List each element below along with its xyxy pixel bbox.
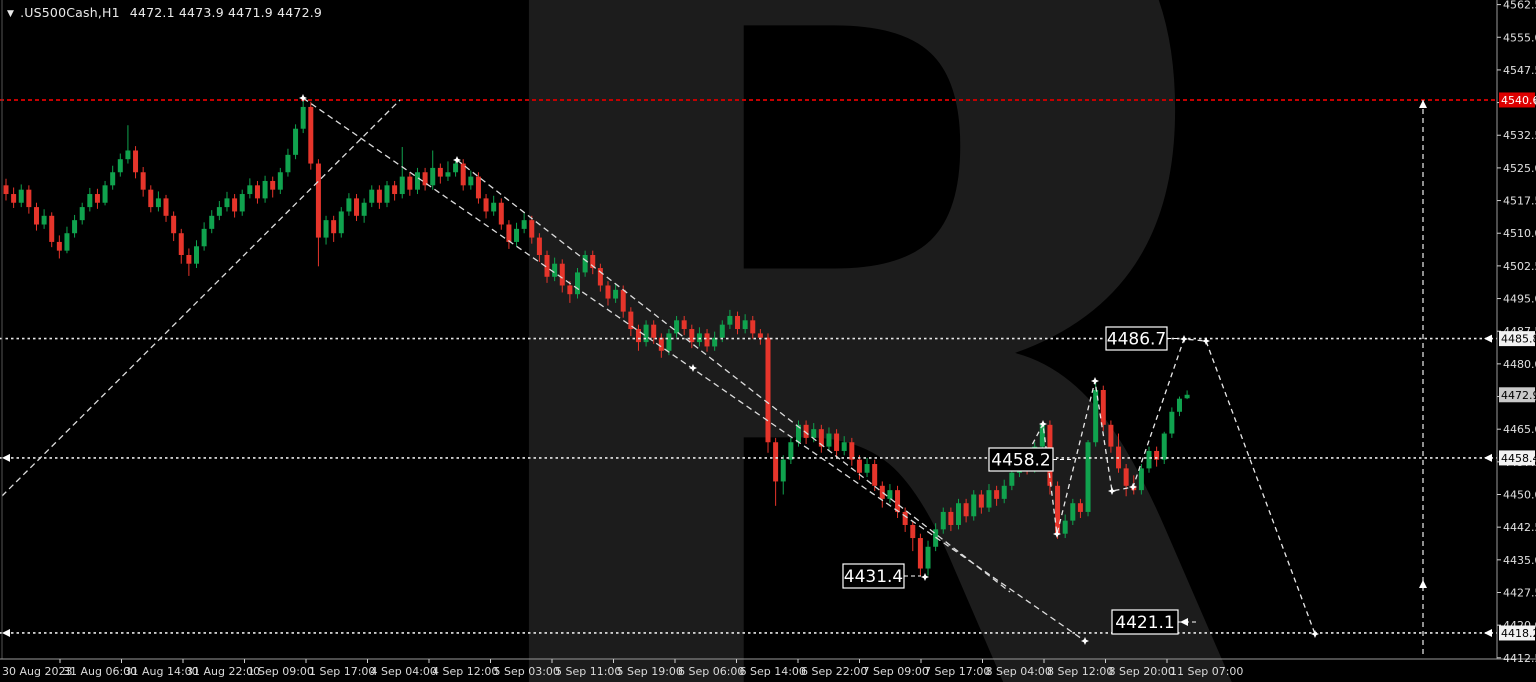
- svg-text:4458.2: 4458.2: [991, 451, 1050, 471]
- svg-text:4532.5: 4532.5: [1503, 129, 1536, 142]
- svg-text:4517.5: 4517.5: [1503, 195, 1536, 208]
- svg-text:4540.6: 4540.6: [1501, 94, 1536, 107]
- svg-text:8 Sep 04:00: 8 Sep 04:00: [986, 665, 1052, 678]
- svg-text:4427.5: 4427.5: [1503, 586, 1536, 599]
- ohlc-readout: 4472.1 4473.9 4471.9 4472.9: [129, 5, 323, 20]
- svg-text:6 Sep 06:00: 6 Sep 06:00: [678, 665, 744, 678]
- svg-text:4412.5: 4412.5: [1503, 652, 1536, 665]
- svg-text:4502.5: 4502.5: [1503, 260, 1536, 273]
- svg-text:4472.9: 4472.9: [1501, 389, 1536, 402]
- svg-text:8 Sep 20:00: 8 Sep 20:00: [1109, 665, 1175, 678]
- svg-text:4458.4: 4458.4: [1501, 452, 1536, 465]
- annotation-labels[interactable]: 4486.7 4458.2 4431.4 4421.1: [842, 326, 1196, 635]
- svg-text:4 Sep 04:00: 4 Sep 04:00: [371, 665, 437, 678]
- svg-text:4525.0: 4525.0: [1503, 162, 1536, 175]
- svg-text:4547.5: 4547.5: [1503, 64, 1536, 77]
- chart-title-bar: ▼ .US500Cash,H1 4472.1 4473.9 4471.9 4472.…: [7, 5, 322, 20]
- symbol-period-label: .US500Cash,H1: [20, 5, 120, 20]
- svg-text:4486.7: 4486.7: [1107, 330, 1166, 350]
- svg-text:31 Aug 06:00: 31 Aug 06:00: [63, 665, 137, 678]
- svg-text:4431.4: 4431.4: [844, 567, 903, 587]
- svg-text:31 Aug 22:00: 31 Aug 22:00: [186, 665, 260, 678]
- svg-text:4435.0: 4435.0: [1503, 554, 1536, 567]
- svg-text:4562.5: 4562.5: [1503, 0, 1536, 12]
- svg-text:4555.0: 4555.0: [1503, 31, 1536, 44]
- svg-text:1 Sep 17:00: 1 Sep 17:00: [309, 665, 375, 678]
- svg-text:4485.8: 4485.8: [1501, 333, 1536, 346]
- svg-text:31 Aug 14:00: 31 Aug 14:00: [125, 665, 199, 678]
- svg-text:30 Aug 2023: 30 Aug 2023: [2, 665, 72, 678]
- svg-text:5 Sep 03:00: 5 Sep 03:00: [494, 665, 560, 678]
- svg-text:6 Sep 14:00: 6 Sep 14:00: [740, 665, 806, 678]
- svg-text:4421.1: 4421.1: [1115, 613, 1174, 633]
- symbol-dropdown-icon[interactable]: ▼: [7, 9, 15, 19]
- svg-text:8 Sep 12:00: 8 Sep 12:00: [1047, 665, 1113, 678]
- svg-text:4442.5: 4442.5: [1503, 521, 1536, 534]
- svg-text:4495.0: 4495.0: [1503, 293, 1536, 306]
- svg-text:4465.0: 4465.0: [1503, 423, 1536, 436]
- svg-text:4480.0: 4480.0: [1503, 358, 1536, 371]
- svg-text:4510.0: 4510.0: [1503, 227, 1536, 240]
- svg-text:5 Sep 11:00: 5 Sep 11:00: [555, 665, 621, 678]
- price-axis[interactable]: 4562.54555.04547.54540.04532.54525.04517…: [1497, 0, 1536, 665]
- svg-text:4450.0: 4450.0: [1503, 489, 1536, 502]
- svg-text:4418.2: 4418.2: [1501, 627, 1536, 640]
- candlestick-series: [3, 99, 1190, 577]
- chart-frame: [0, 0, 1536, 660]
- svg-text:11 Sep 07:00: 11 Sep 07:00: [1170, 665, 1243, 678]
- trend-lines[interactable]: [1, 94, 1089, 645]
- svg-text:7 Sep 09:00: 7 Sep 09:00: [863, 665, 929, 678]
- svg-text:5 Sep 19:00: 5 Sep 19:00: [617, 665, 683, 678]
- svg-text:6 Sep 22:00: 6 Sep 22:00: [801, 665, 867, 678]
- svg-text:4 Sep 12:00: 4 Sep 12:00: [432, 665, 498, 678]
- svg-text:1 Sep 09:00: 1 Sep 09:00: [248, 665, 314, 678]
- svg-text:7 Sep 17:00: 7 Sep 17:00: [924, 665, 990, 678]
- level-lines[interactable]: [0, 98, 1497, 637]
